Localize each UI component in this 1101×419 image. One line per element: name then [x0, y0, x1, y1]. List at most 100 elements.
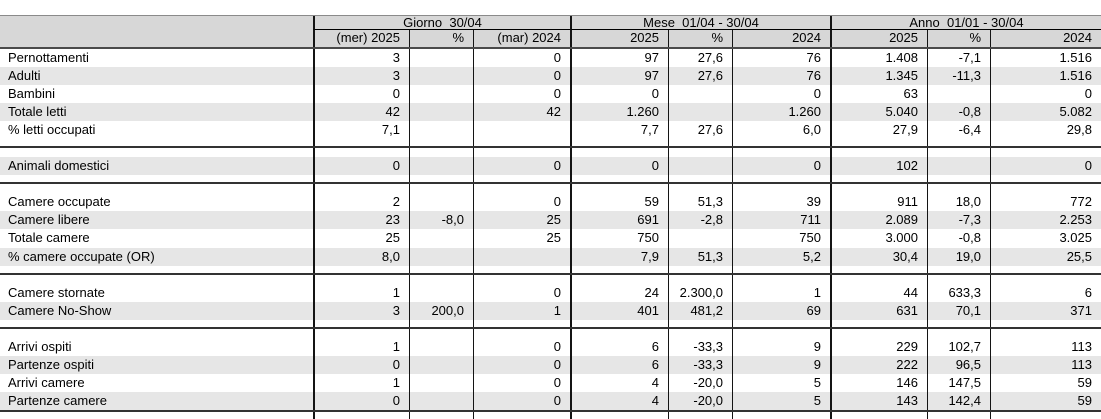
- column-header-giorno-2025: (mer) 2025: [313, 30, 409, 47]
- value-cell: 0: [473, 373, 570, 392]
- value-cell: 27,6: [668, 67, 732, 86]
- value-cell: [409, 355, 473, 374]
- header-label-spacer: [0, 16, 313, 30]
- value-cell: 0: [732, 85, 830, 104]
- value-cell: 76: [732, 67, 830, 86]
- value-cell: 42: [313, 103, 409, 122]
- value-cell: 2.300,0: [668, 283, 732, 302]
- spacer-cell: [570, 139, 668, 158]
- row-label: % camere occupate (OR): [8, 248, 155, 264]
- header-subcolumn-row: (mer) 2025 % (mar) 2024 2025 % 2024 2025…: [0, 30, 1101, 47]
- spacer-cell: [409, 409, 473, 419]
- value-cell: 0: [313, 85, 409, 104]
- value-cell: [409, 337, 473, 356]
- value-cell: 1.516: [990, 49, 1101, 68]
- spacer-cell: [927, 265, 990, 284]
- value-cell: [409, 49, 473, 68]
- section-spacer: [0, 265, 1101, 284]
- row-label: Camere occupate: [8, 194, 111, 210]
- report-table-header: Giorno 30/04 Mese 01/04 - 30/04 Anno 01/…: [0, 15, 1101, 49]
- spacer-cell: [830, 409, 927, 419]
- value-cell: 0: [473, 391, 570, 410]
- value-cell: 3: [313, 49, 409, 68]
- row-label: Pernottamenti: [8, 50, 89, 65]
- value-cell: [668, 85, 732, 104]
- row-label: Bambini: [8, 86, 55, 102]
- spacer-cell: [830, 265, 927, 284]
- report-table-body: Pernottamenti 3 0 97 27,6 76 1.408 -7,1 1.516 Adu…: [0, 49, 1101, 419]
- spacer-cell: [313, 175, 409, 194]
- value-cell: 0: [313, 157, 409, 176]
- row-label: Partenze ospiti: [8, 356, 94, 372]
- table-row: Totale camere 25 25 750 750 3.000 -0,8 3.025: [0, 229, 1101, 248]
- spacer-cell: [473, 409, 570, 419]
- value-cell: 69: [732, 301, 830, 320]
- value-cell: -0,8: [927, 229, 990, 248]
- section-divider-line: [0, 182, 1101, 185]
- value-cell: 4: [570, 373, 668, 392]
- value-cell: 29,8: [990, 121, 1101, 140]
- spacer-cell: [668, 175, 732, 194]
- row-label: Camere stornate: [8, 284, 105, 300]
- section-divider-line: [0, 409, 1101, 412]
- row-label: Totale letti: [8, 104, 67, 120]
- spacer-cell: [927, 139, 990, 158]
- spacer-cell: [570, 265, 668, 284]
- value-cell: 113: [990, 355, 1101, 374]
- value-cell: 70,1: [927, 301, 990, 320]
- value-cell: [409, 67, 473, 86]
- value-cell: 1.516: [990, 67, 1101, 86]
- value-cell: 6: [570, 337, 668, 356]
- value-cell: 102,7: [927, 337, 990, 356]
- value-cell: 6: [990, 283, 1101, 302]
- row-label: Totale camere: [8, 230, 90, 246]
- spacer-cell: [570, 175, 668, 194]
- value-cell: [409, 229, 473, 248]
- spacer-cell: [732, 265, 830, 284]
- value-cell: 750: [570, 229, 668, 248]
- value-cell: 2.089: [830, 211, 927, 230]
- spacer-cell: [668, 409, 732, 419]
- table-row: Pernottamenti 3 0 97 27,6 76 1.408 -7,1 1.516: [0, 49, 1101, 68]
- row-label: Camere libere: [8, 212, 90, 228]
- value-cell: [409, 157, 473, 176]
- value-cell: [409, 85, 473, 104]
- value-cell: 6: [570, 355, 668, 374]
- value-cell: 3.000: [830, 229, 927, 248]
- section-divider-line: [0, 146, 1101, 149]
- value-cell: 0: [732, 157, 830, 176]
- value-cell: 481,2: [668, 301, 732, 320]
- value-cell: 5: [732, 391, 830, 410]
- value-cell: 1: [313, 283, 409, 302]
- table-row: % letti occupati 7,1 7,7 27,6 6,0 27,9 -6,4 29,…: [0, 121, 1101, 140]
- value-cell: 39: [732, 193, 830, 212]
- spacer-cell: [990, 139, 1101, 158]
- table-row: Adulti 3 0 97 27,6 76 1.345 -11,3 1.516: [0, 67, 1101, 86]
- section-spacer: [0, 139, 1101, 158]
- spacer-cell: [927, 409, 990, 419]
- spacer-cell: [313, 409, 409, 419]
- value-cell: 59: [990, 373, 1101, 392]
- table-row: Partenze camere 0 0 4 -20,0 5 143 142,4 59: [0, 391, 1101, 410]
- value-cell: [668, 157, 732, 176]
- spacer-cell: [473, 139, 570, 158]
- column-header-anno-2025: 2025: [830, 30, 927, 47]
- value-cell: [668, 229, 732, 248]
- spacer-cell: [473, 175, 570, 194]
- value-cell: 4: [570, 391, 668, 410]
- value-cell: 51,3: [668, 247, 732, 266]
- table-row: Camere occupate 2 0 59 51,3 39 911 18,0 772: [0, 193, 1101, 212]
- value-cell: 1.260: [732, 103, 830, 122]
- header-label-spacer: [0, 30, 313, 47]
- value-cell: 96,5: [927, 355, 990, 374]
- row-label: % letti occupati: [8, 122, 96, 138]
- spacer-cell: [990, 175, 1101, 194]
- value-cell: 147,5: [927, 373, 990, 392]
- spacer-cell: [732, 175, 830, 194]
- value-cell: [927, 85, 990, 104]
- value-cell: [473, 247, 570, 266]
- value-cell: 97: [570, 67, 668, 86]
- table-row: Arrivi ospiti 1 0 6 -33,3 9 229 102,7 113: [0, 337, 1101, 356]
- row-label: Arrivi ospiti: [8, 338, 72, 354]
- value-cell: 222: [830, 355, 927, 374]
